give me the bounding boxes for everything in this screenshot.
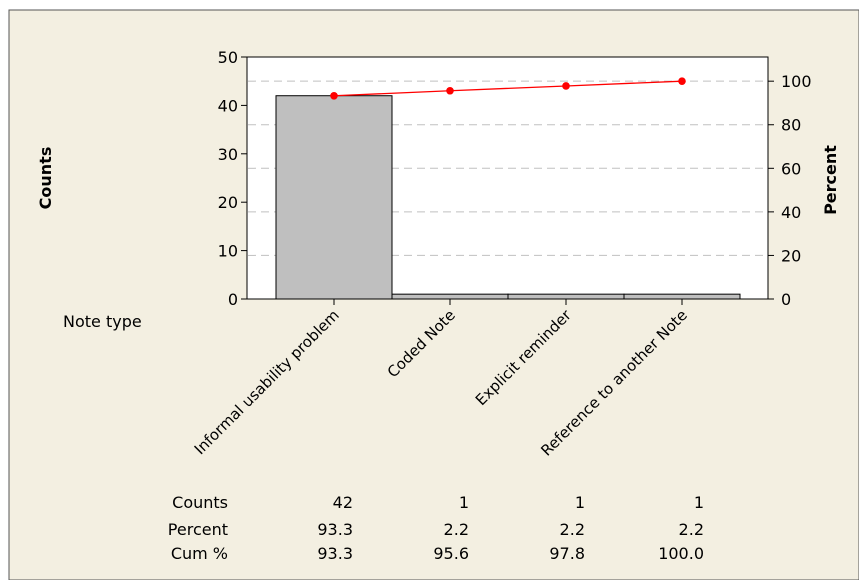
- table-row-label: Counts: [172, 493, 228, 512]
- cumulative-line: [330, 77, 686, 100]
- table-cell: 95.6: [433, 544, 469, 563]
- left-tick-label: 20: [218, 193, 238, 212]
- table-row-label: Percent: [168, 520, 228, 539]
- table-cell: 1: [575, 493, 585, 512]
- table-cell: 93.3: [317, 520, 353, 539]
- summary-table: Counts 42 1 1 1 Percent 93.3 2.2 2.2 2.2 Cum % 93.3…: [168, 493, 704, 563]
- bar: [391, 293, 509, 300]
- left-tick-label: 10: [218, 242, 238, 261]
- right-tick-label: 60: [781, 159, 801, 178]
- left-tick-label: 0: [228, 290, 238, 309]
- right-tick-label: 80: [781, 116, 801, 135]
- left-tick-label: 50: [218, 48, 238, 67]
- cumulative-point: [562, 82, 570, 90]
- table-cell: 100.0: [658, 544, 704, 563]
- bar: [507, 293, 625, 300]
- cumulative-polyline: [333, 80, 683, 97]
- cumulative-point: [678, 77, 686, 85]
- left-axis: 0 10 20 30 40 50: [218, 48, 247, 309]
- right-tick-label: 40: [781, 203, 801, 222]
- table-cell: 97.8: [549, 544, 585, 563]
- table-cell: 1: [459, 493, 469, 512]
- left-axis-title: Counts: [36, 147, 55, 210]
- table-cell: 93.3: [317, 544, 353, 563]
- right-tick-label: 20: [781, 246, 801, 265]
- bar: [275, 95, 393, 300]
- cumulative-point: [446, 86, 454, 95]
- x-axis-title: Note type: [63, 312, 142, 331]
- left-tick-label: 40: [218, 96, 238, 115]
- left-tick-label: 30: [218, 145, 238, 164]
- table-cell: 1: [694, 493, 704, 512]
- cumulative-point: [330, 91, 338, 100]
- right-axis-title: Percent: [821, 145, 840, 215]
- table-cell: 2.2: [560, 520, 585, 539]
- bar: [623, 293, 741, 300]
- right-tick-label: 0: [781, 290, 791, 309]
- table-cell: 42: [333, 493, 353, 512]
- table-row-label: Cum %: [171, 544, 228, 563]
- table-cell: 2.2: [679, 520, 704, 539]
- table-cell: 2.2: [444, 520, 469, 539]
- right-tick-label: 100: [781, 72, 812, 91]
- right-axis: 0 20 40 60 80 100: [768, 72, 812, 309]
